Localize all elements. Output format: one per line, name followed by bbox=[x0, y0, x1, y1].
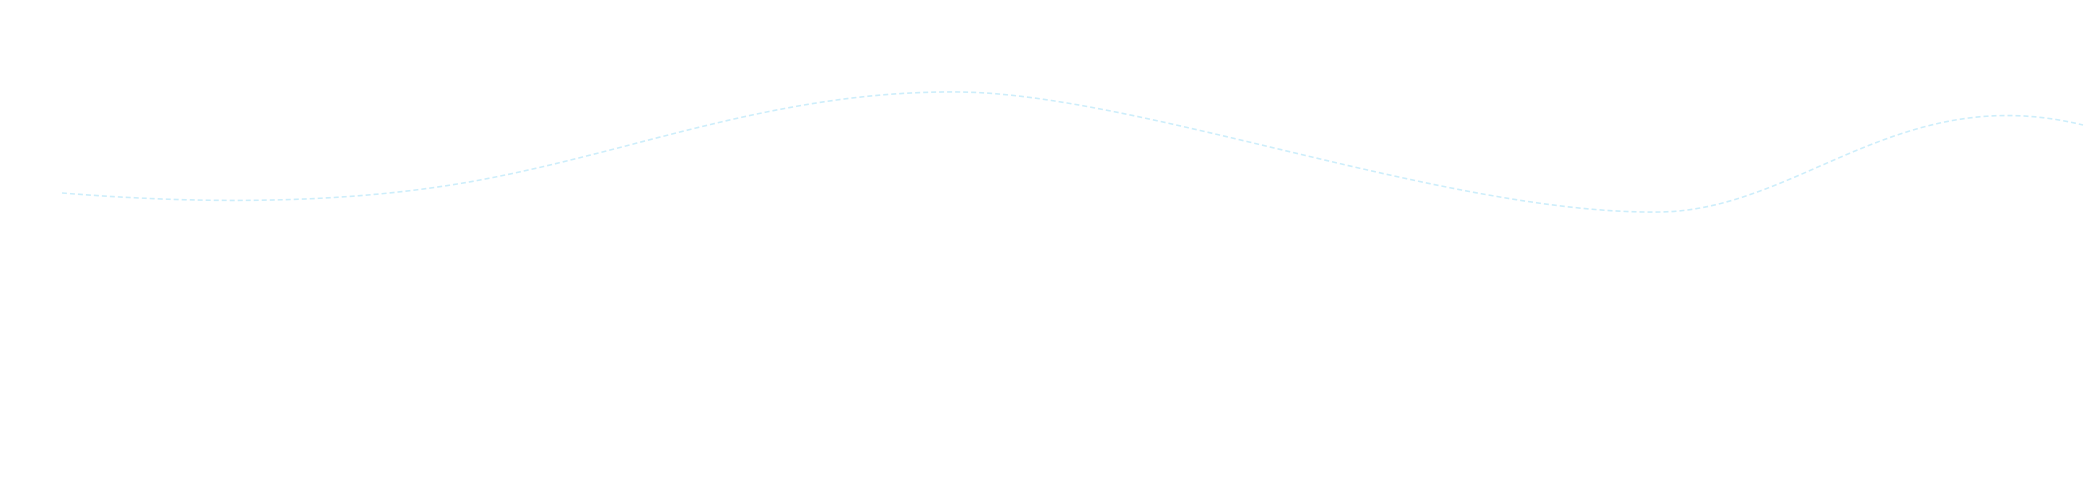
dashed-wave-line bbox=[61, 91, 2084, 213]
